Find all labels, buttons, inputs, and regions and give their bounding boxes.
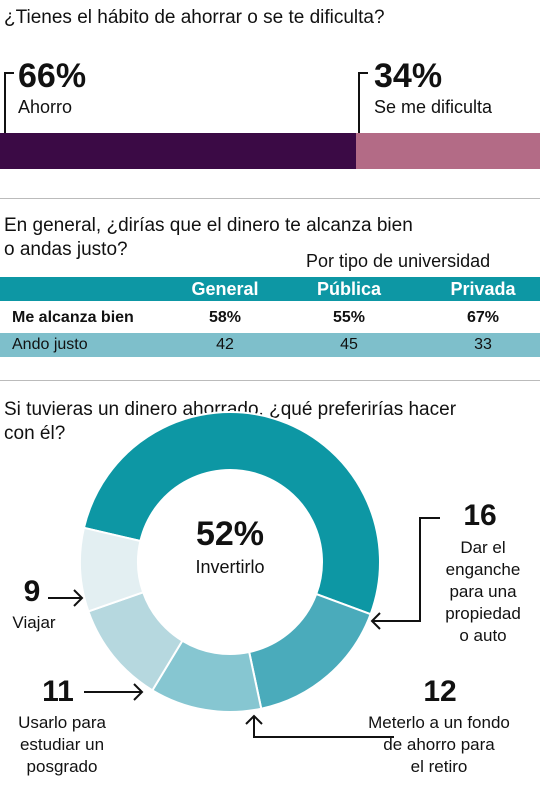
value-viajar: 9 (23, 575, 41, 608)
cell-general: 42 (216, 336, 234, 353)
dificulta-label: Se me dificulta (374, 97, 493, 117)
question-alcanza-l2: o andas justo? (4, 239, 128, 260)
ahorro-pct: 66% (18, 57, 87, 95)
ahorro-label: Ahorro (18, 97, 73, 117)
divider (0, 198, 540, 199)
arrow-retiro (245, 714, 263, 725)
divider (0, 380, 540, 381)
bracket-left-tick (4, 72, 14, 74)
question-alcanza-l1: En general, ¿dirías que el dinero te alc… (4, 215, 413, 236)
cell-publica: 55% (332, 309, 366, 326)
row-label: Me alcanza bien (12, 309, 134, 326)
cell-privada: 67% (466, 309, 500, 326)
bar-segment-dificulta (356, 133, 540, 169)
cell-privada: 33 (474, 336, 492, 353)
center-label: Invertirlo (195, 557, 265, 577)
question-preferirias-l2: con él? (4, 423, 66, 444)
center-pct: 52% (195, 515, 265, 553)
arrow-posgrado (133, 683, 144, 701)
arrow-viajar (73, 589, 84, 607)
label-posgrado: Usarlo para estudiar un posgrado (18, 713, 106, 776)
dificulta-pct: 34% (374, 57, 443, 95)
stacked-bar (0, 133, 540, 169)
bracket-right (358, 72, 360, 134)
label-retiro: Meterlo a un fondo de ahorro para el ret… (368, 713, 510, 776)
callout-line-enganche (372, 517, 440, 622)
bracket-right-tick (358, 72, 368, 74)
value-retiro: 12 (423, 675, 457, 708)
col-header-general: General (191, 279, 259, 299)
label-enganche: Dar el enganche para una propiedad o aut… (445, 538, 521, 645)
table-subtitle: Por tipo de universidad (306, 251, 491, 271)
donut-slice-enganche (247, 592, 372, 710)
col-header-privada: Privada (450, 279, 516, 299)
donut-slice-viajar (79, 526, 145, 613)
bar-segment-ahorro (0, 133, 357, 169)
question-preferirias-l1: Si tuvieras un dinero ahorrado, ¿qué pre… (4, 399, 457, 420)
value-posgrado: 11 (42, 675, 74, 708)
label-viajar: Viajar (12, 613, 56, 632)
bracket-left (4, 72, 6, 134)
donut-slice-invertirlo (82, 411, 381, 616)
table-row: Ando justo 42 45 33 (0, 333, 540, 357)
row-label: Ando justo (12, 336, 88, 353)
question-ahorro: ¿Tienes el hábito de ahorrar o se te dif… (4, 7, 385, 28)
cell-general: 58% (208, 309, 242, 326)
table-header-row (0, 277, 540, 301)
table-row: Me alcanza bien 58% 55% 67% (0, 304, 540, 332)
value-enganche: 16 (463, 499, 497, 532)
col-header-publica: Pública (316, 279, 382, 299)
callout-line-retiro (253, 716, 394, 738)
arrow-enganche (370, 612, 381, 630)
cell-publica: 45 (340, 336, 358, 353)
